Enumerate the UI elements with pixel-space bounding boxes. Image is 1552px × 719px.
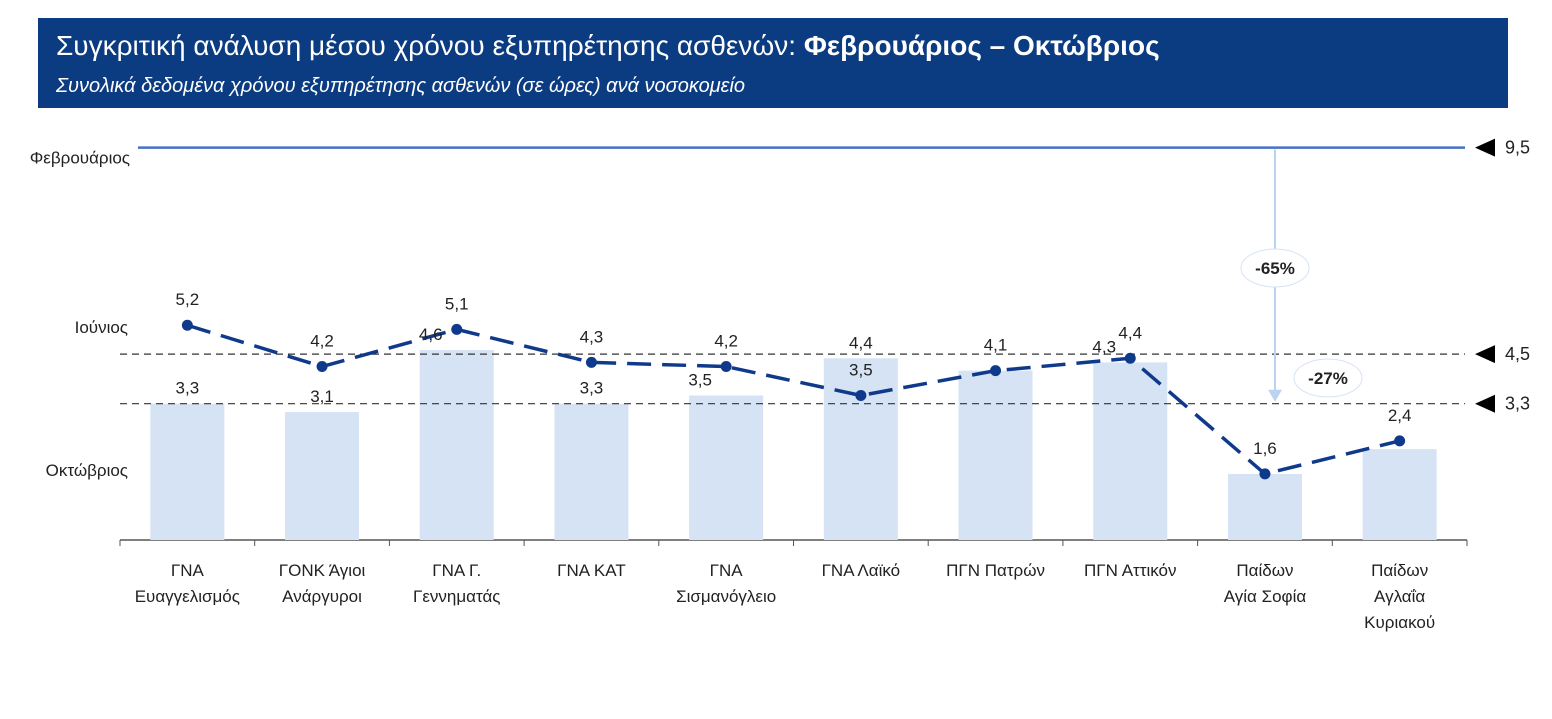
line-value-label: 1,6 <box>1253 439 1277 458</box>
title-text: Συγκριτική ανάλυση μέσου χρόνου εξυπηρέτ… <box>56 30 796 61</box>
x-tick-label: ΓΝΑ ΚΑΤ <box>557 561 626 580</box>
line-value-label: 5,1 <box>445 294 469 313</box>
line-value-label: 3,5 <box>849 360 873 379</box>
x-tick-label-line: Σισμανόγλειο <box>676 587 776 606</box>
line <box>186 323 1401 476</box>
x-tick-label-line: Ανάργυροι <box>282 587 362 606</box>
line-value-label: 5,2 <box>176 290 200 309</box>
title-highlight: Φεβρουάριος – Οκτώβριος <box>804 30 1160 61</box>
bar-value-label: 4,3 <box>1092 337 1116 356</box>
bar <box>823 358 898 540</box>
line-point <box>1394 435 1406 447</box>
series-name: Οκτώβριος <box>46 461 128 480</box>
bar <box>150 403 225 540</box>
bar <box>285 411 360 540</box>
line-value-label: 2,4 <box>1388 406 1412 425</box>
x-tick-label: Παίδων Αγλαΐα Κυριακού <box>1364 561 1435 632</box>
bar <box>1093 362 1168 540</box>
x-tick-label-line: Αγία Σοφία <box>1224 587 1307 606</box>
annotation-oval <box>1293 358 1363 398</box>
series-name: Ιούνιος <box>75 318 128 337</box>
chart-subtitle: Συνολικά δεδομένα χρόνου εξυπηρέτησης ασ… <box>55 75 745 97</box>
x-tick-label: ΓΝΑ Σισμανόγλειο <box>676 561 776 606</box>
line-point <box>990 365 1002 377</box>
x-tick-label: ΓΝΑ Λαϊκό <box>822 561 901 580</box>
bar-value-label: 4,4 <box>849 333 873 352</box>
x-tick-label-line: Κυριακού <box>1364 613 1435 632</box>
reference-label: 4,5 <box>1505 344 1530 364</box>
x-tick-label-line: ΓΝΑ ΚΑΤ <box>557 561 626 580</box>
bar <box>1227 473 1302 540</box>
x-tick-label-line: ΓΝΑ <box>710 561 744 580</box>
bar <box>419 350 494 540</box>
reference-label: 3,3 <box>1505 394 1530 414</box>
x-tick-label: ΓΝΑ Γ. Γεννηματάς <box>413 561 501 606</box>
x-tick-label-line: ΠΓΝ Πατρών <box>946 561 1045 580</box>
bar <box>554 403 629 540</box>
x-tick-label: Παίδων Αγία Σοφία <box>1224 561 1307 606</box>
reference-marker <box>1475 138 1495 157</box>
line-point <box>451 323 463 335</box>
x-tick-label: ΓΝΑ Ευαγγελισμός <box>135 561 240 606</box>
annotation: -27% <box>1308 369 1348 388</box>
line-point <box>181 319 193 331</box>
annotation-oval <box>1240 248 1310 288</box>
x-tick-label: ΠΓΝ Αττικόν <box>1084 561 1177 580</box>
reference-label: 9,5 <box>1505 138 1530 158</box>
x-tick-label-line: ΓΟΝΚ Άγιοι <box>279 561 366 580</box>
x-tick-label-line: Ευαγγελισμός <box>135 587 240 606</box>
line-point <box>720 361 732 373</box>
x-tick-label: ΓΟΝΚ Άγιοι Ανάργυροι <box>279 561 366 606</box>
line-point <box>585 356 597 368</box>
bar-value-label: 4,6 <box>419 325 443 344</box>
bar <box>958 370 1033 540</box>
line-value-label: 4,2 <box>714 332 738 351</box>
line-point <box>855 389 867 401</box>
bar-value-label: 3,3 <box>176 379 200 398</box>
reference-marker <box>1475 394 1495 413</box>
x-tick-label-line: Παίδων <box>1236 561 1293 580</box>
line-value-label: 4,2 <box>310 332 334 351</box>
line-value-label: 4,1 <box>984 336 1008 355</box>
line-value-label: 4,4 <box>1118 323 1142 342</box>
line-point <box>1124 352 1136 364</box>
x-tick-label-line: Γεννηματάς <box>413 587 501 606</box>
chart-title: Συγκριτική ανάλυση μέσου χρόνου εξυπηρέτ… <box>56 30 1160 61</box>
x-tick-label-line: ΓΝΑ Γ. <box>432 561 481 580</box>
line-point <box>316 361 328 373</box>
bar-value-label: 3,5 <box>688 370 712 389</box>
x-tick-label-line: ΓΝΑ Λαϊκό <box>822 561 901 580</box>
reference-marker <box>1475 345 1495 364</box>
annotation: -65% <box>1255 259 1295 278</box>
bar <box>689 395 764 540</box>
x-tick-label: ΠΓΝ Πατρών <box>946 561 1045 580</box>
bar <box>1362 449 1437 540</box>
x-tick-label-line: ΠΓΝ Αττικόν <box>1084 561 1177 580</box>
x-tick-label-line: Παίδων <box>1371 561 1428 580</box>
title-band <box>38 18 1508 108</box>
bar-value-label: 3,3 <box>580 379 604 398</box>
annotation-arrowhead <box>1268 389 1282 402</box>
x-tick-label-line: ΓΝΑ <box>171 561 205 580</box>
line-value-label: 4,3 <box>580 327 604 346</box>
bar-value-label: 3,1 <box>310 387 334 406</box>
reference-name: Φεβρουάριος <box>30 149 130 168</box>
line-point <box>1259 468 1271 480</box>
x-tick-label-line: Αγλαΐα <box>1374 587 1425 606</box>
